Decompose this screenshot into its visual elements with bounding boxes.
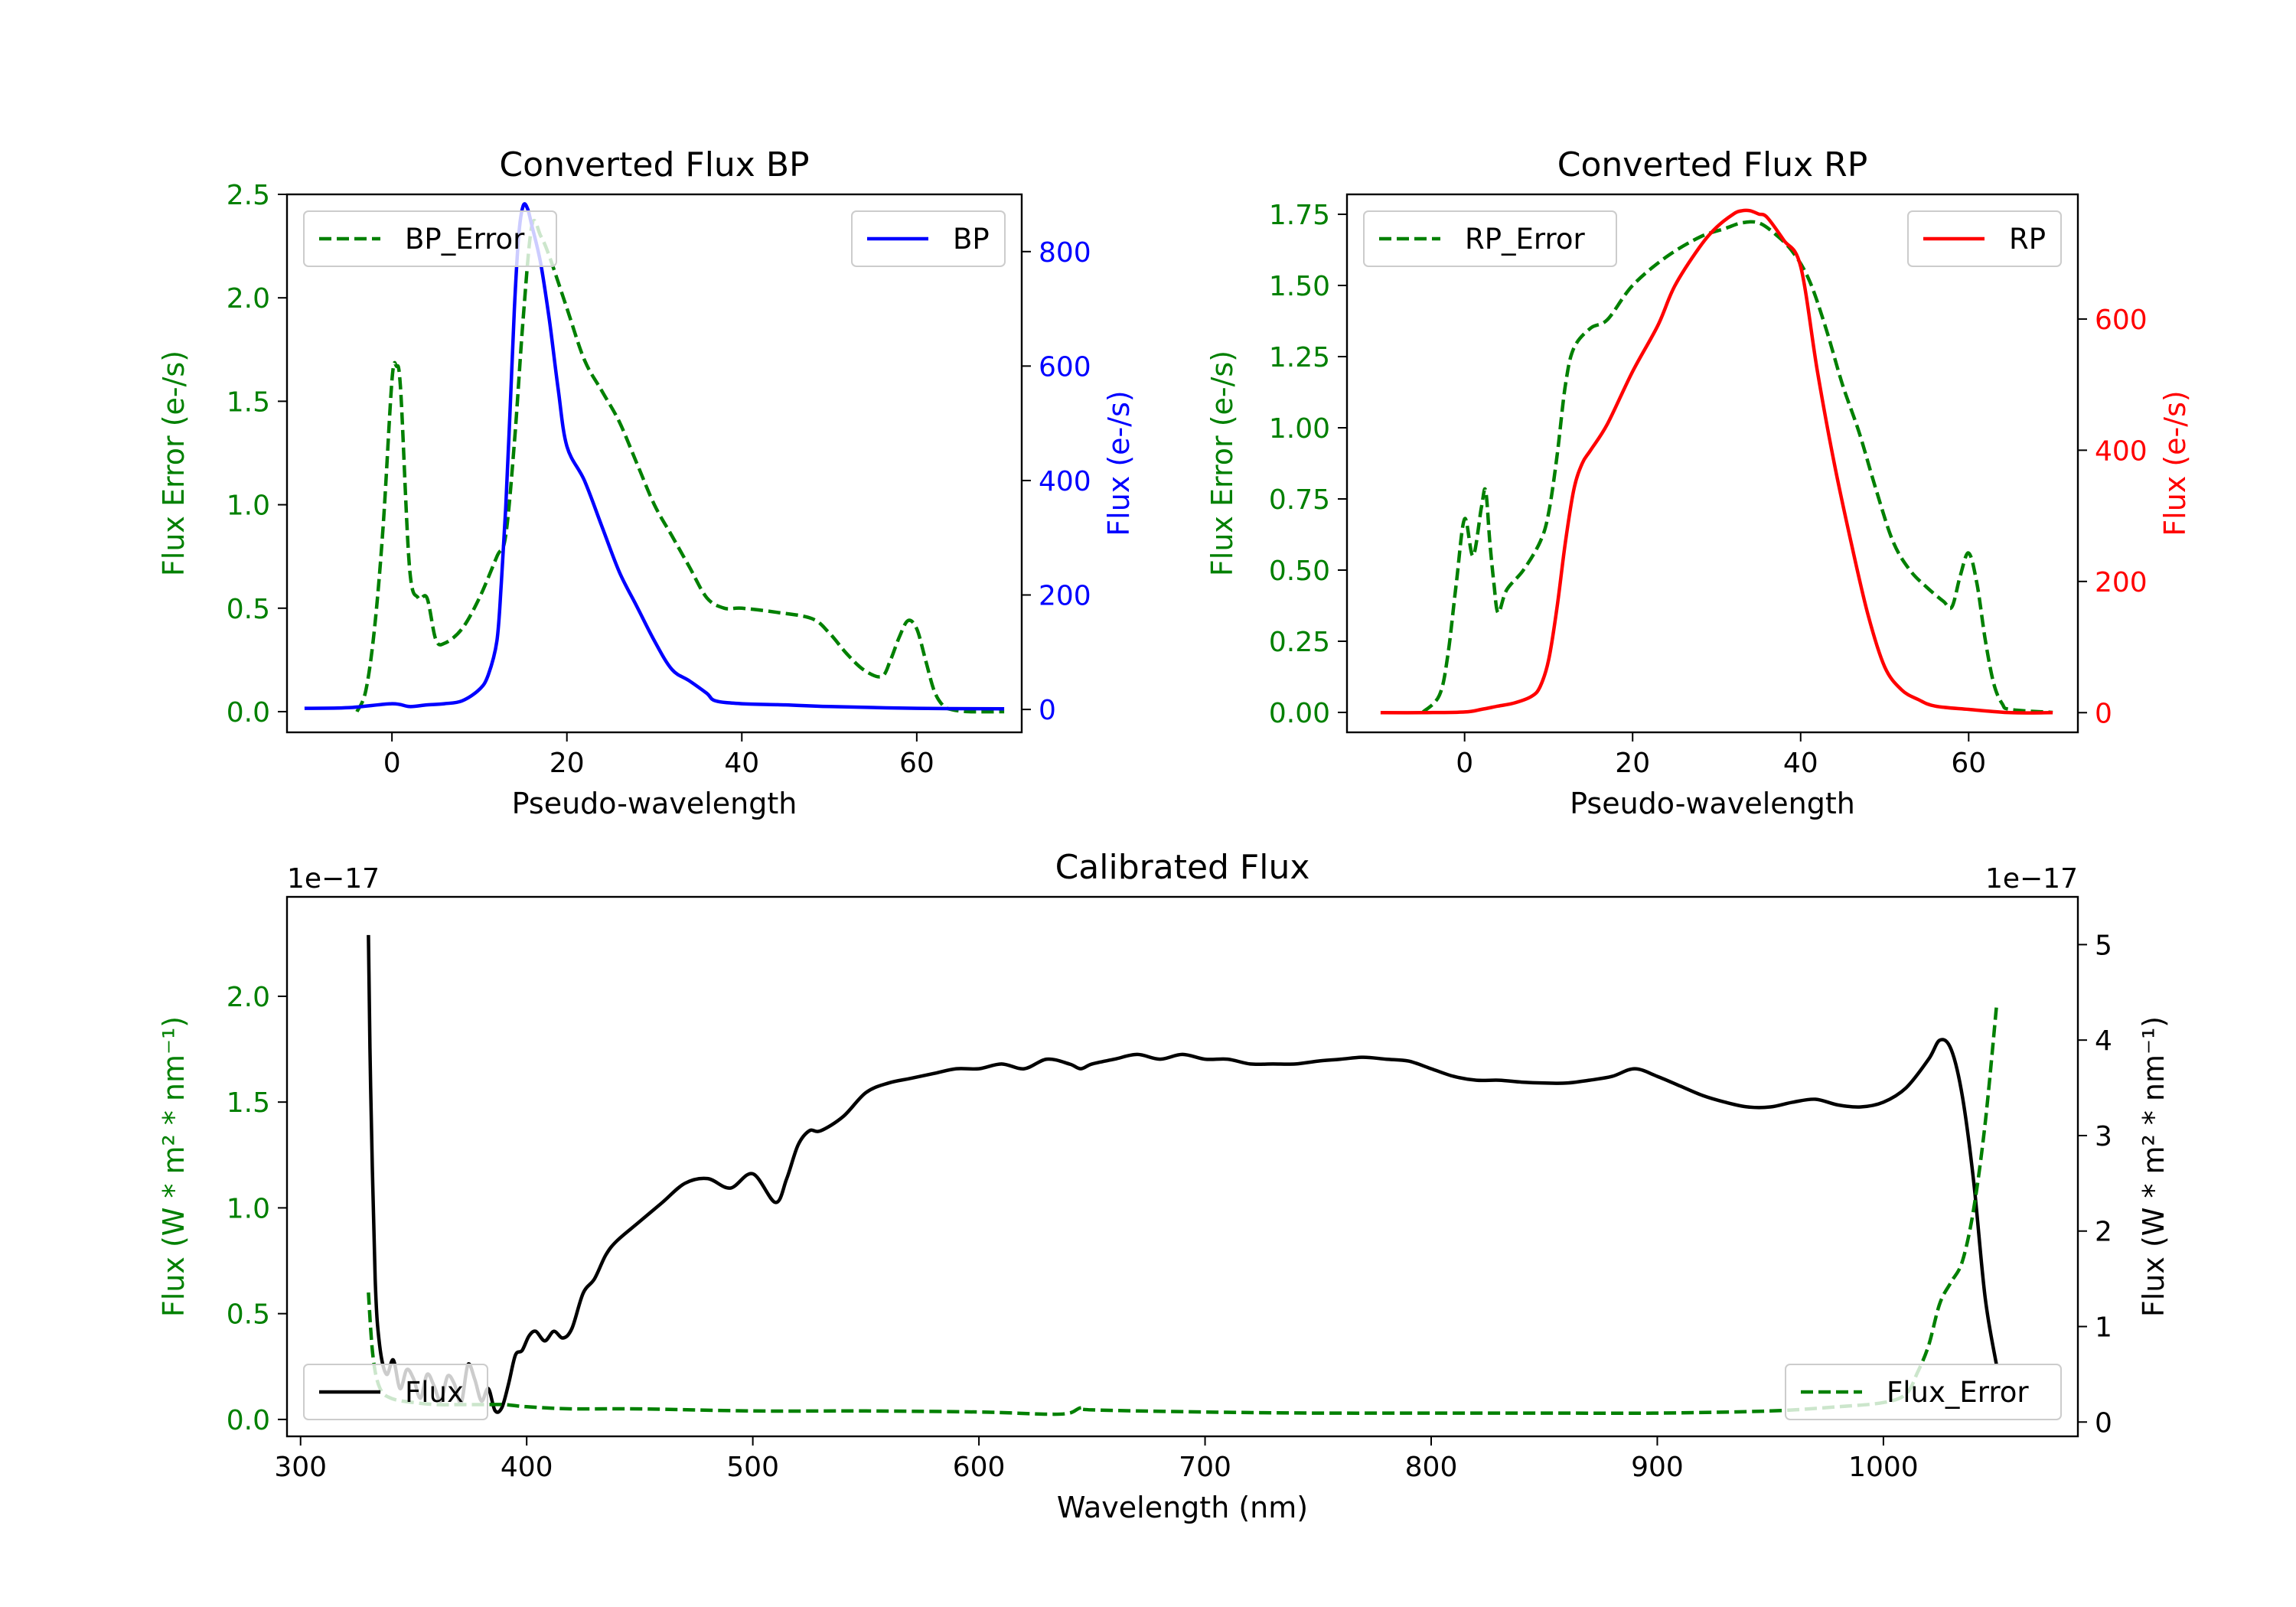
x-tick-label: 800 [1405, 1452, 1458, 1483]
y-right-tick-label: 4 [2095, 1025, 2112, 1057]
plot-area [1380, 208, 2053, 715]
x-tick-label: 300 [274, 1452, 327, 1483]
legend-flux-error: Flux_Error [1785, 1364, 2062, 1420]
y-left-tick-label: 0.0 [227, 1405, 270, 1436]
y-right-axis-label: Flux (e-/s) [1102, 390, 1136, 536]
y-right-tick-label: 400 [1039, 466, 1091, 497]
x-tick-label: 0 [383, 748, 401, 779]
y-right-tick-label: 5 [2095, 930, 2112, 961]
y-left-axis-label: Flux (W * m² * nm⁻¹) [157, 1016, 191, 1317]
chart-rp: Converted Flux RP 0 20 40 60 Pseudo-wavelengt… [1205, 145, 2192, 820]
y-right-tick-label: 800 [1039, 237, 1091, 269]
x-axis-label: Pseudo-wavelength [1570, 787, 1855, 820]
plot-area [304, 202, 1005, 714]
legend-bp-error: BP_Error [303, 210, 557, 267]
y-left-tick-label: 1.25 [1269, 342, 1330, 373]
chart-title: Converted Flux RP [1557, 145, 1868, 184]
x-tick-label: 1000 [1848, 1452, 1919, 1483]
legend-box [1363, 210, 1617, 267]
legend-flux: Flux [303, 1364, 488, 1420]
y-right-tick-label: 200 [1039, 581, 1091, 612]
y-left-tick-label: 1.5 [227, 1087, 270, 1119]
y-left-tick-label: 1.5 [227, 386, 270, 418]
legend-rp-error: RP_Error [1363, 210, 1617, 267]
y-left-tick-label: 0.50 [1269, 556, 1330, 587]
legend-label: BP [953, 223, 990, 256]
legend-rp: RP [1907, 210, 2062, 267]
y-right-tick-label: 2 [2095, 1217, 2112, 1248]
legend-label: RP [2009, 223, 2046, 256]
legend-bp: BP [851, 210, 1006, 267]
y-left-tick-label: 2.0 [227, 982, 270, 1013]
legend-label: Flux [405, 1376, 464, 1409]
plot-area [367, 934, 1998, 1416]
y-right-tick-label: 0 [2095, 698, 2112, 729]
series-line-bp-error [355, 218, 1005, 714]
x-tick-label: 900 [1631, 1452, 1684, 1483]
series-line-flux [367, 934, 1998, 1414]
legend-label: Flux_Error [1887, 1376, 2029, 1409]
x-tick-label: 600 [953, 1452, 1006, 1483]
legend-box [303, 210, 557, 267]
x-tick-label: 60 [899, 748, 934, 779]
y-left-tick-label: 1.75 [1269, 200, 1330, 231]
y-left-axis-label: Flux Error (e-/s) [157, 350, 191, 576]
y-left-tick-label: 0.75 [1269, 484, 1330, 516]
y-left-offset-label: 1e−17 [287, 863, 380, 895]
x-tick-label: 60 [1951, 748, 1986, 779]
y-left-tick-label: 0.25 [1269, 627, 1330, 658]
plot-frame [285, 895, 2079, 1438]
x-tick-label: 20 [1615, 748, 1650, 779]
legend-label: RP_Error [1465, 223, 1585, 256]
y-left-tick-label: 1.00 [1269, 413, 1330, 445]
legend-box [303, 1364, 488, 1420]
chart-bp: Converted Flux BP 0 20 40 60 Pseudo-wavelengt… [157, 145, 1136, 820]
x-tick-label: 0 [1456, 748, 1473, 779]
x-tick-label: 20 [550, 748, 585, 779]
series-line-rp-error [1421, 220, 2053, 715]
y-right-tick-label: 400 [2095, 435, 2148, 467]
y-left-tick-label: 1.50 [1269, 271, 1330, 302]
x-axis-label: Wavelength (nm) [1057, 1491, 1308, 1524]
plot-frame [285, 193, 1023, 734]
y-left-tick-label: 1.0 [227, 491, 270, 522]
y-left-tick-label: 0.5 [227, 1299, 270, 1331]
y-left-tick-label: 1.0 [227, 1193, 270, 1224]
x-tick-label: 400 [501, 1452, 553, 1483]
x-tick-label: 40 [1783, 748, 1818, 779]
x-tick-label: 700 [1179, 1452, 1231, 1483]
y-left-tick-label: 0.00 [1269, 698, 1330, 729]
y-left-tick-label: 2.0 [227, 283, 270, 315]
chart-title: Calibrated Flux [1055, 848, 1310, 887]
y-right-tick-label: 0 [1039, 695, 1056, 726]
y-right-tick-label: 3 [2095, 1121, 2112, 1152]
y-right-tick-label: 600 [1039, 351, 1091, 383]
y-left-axis-label: Flux Error (e-/s) [1205, 350, 1239, 576]
chart-title: Converted Flux BP [499, 145, 809, 184]
chart-calibrated: Calibrated Flux 300 400 500 600 700 800 900 1000… [157, 848, 2170, 1524]
legend-label: BP_Error [405, 223, 525, 256]
series-line-flux-error [367, 1006, 1998, 1416]
x-tick-label: 40 [724, 748, 759, 779]
y-right-tick-label: 600 [2095, 305, 2148, 336]
y-right-axis-label: Flux (e-/s) [2158, 390, 2192, 536]
y-left-tick-label: 0.0 [227, 697, 270, 729]
y-right-offset-label: 1e−17 [1985, 863, 2078, 895]
x-tick-label: 500 [726, 1452, 779, 1483]
legend-box [1785, 1364, 2062, 1420]
y-left-tick-label: 0.5 [227, 594, 270, 625]
plot-frame [1345, 193, 2079, 734]
x-axis-label: Pseudo-wavelength [512, 787, 797, 820]
y-right-tick-label: 200 [2095, 567, 2148, 598]
y-right-tick-label: 1 [2095, 1312, 2112, 1344]
y-right-tick-label: 0 [2095, 1407, 2112, 1439]
y-left-tick-label: 2.5 [227, 180, 270, 211]
y-right-axis-label: Flux (W * m² * nm⁻¹) [2137, 1016, 2170, 1317]
series-line-rp [1380, 208, 2053, 715]
